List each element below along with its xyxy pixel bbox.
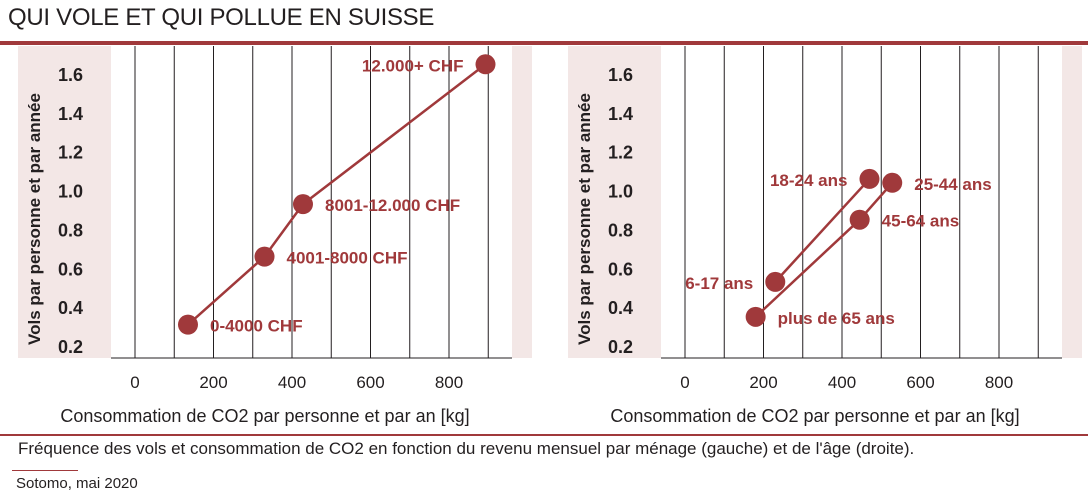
y-tick-label: 0.6 bbox=[608, 259, 633, 279]
data-label: 8001-12.000 CHF bbox=[325, 196, 460, 215]
x-tick-label: 600 bbox=[356, 373, 384, 392]
y-tick-label: 0.8 bbox=[608, 220, 633, 240]
data-label: 25-44 ans bbox=[914, 175, 992, 194]
y-tick-label: 1.2 bbox=[608, 143, 633, 163]
data-point bbox=[849, 209, 870, 230]
source-note: Sotomo, mai 2020 bbox=[16, 475, 138, 492]
band-left bbox=[18, 46, 111, 358]
data-point bbox=[765, 271, 786, 292]
data-label: 18-24 ans bbox=[770, 171, 848, 190]
y-tick-label: 1.6 bbox=[58, 65, 83, 85]
chart-age: 0.2 0.4 0.6 0.8 1.0 1.2 1.4 1.6 0 200 400 600 800 Con… bbox=[568, 46, 1082, 426]
y-tick-label: 1.6 bbox=[608, 65, 633, 85]
x-tick-label: 800 bbox=[435, 373, 463, 392]
y-tick-label: 1.4 bbox=[58, 104, 83, 124]
data-label: 6-17 ans bbox=[685, 274, 753, 293]
data-point bbox=[859, 168, 880, 189]
y-axis-title: Vols par personne et par année bbox=[575, 93, 594, 345]
data-point bbox=[745, 306, 766, 327]
x-tick-label: 800 bbox=[985, 373, 1013, 392]
data-point bbox=[882, 172, 903, 193]
data-point bbox=[475, 54, 496, 75]
band-left bbox=[568, 46, 661, 358]
band-right bbox=[1062, 46, 1082, 358]
y-tick-label: 0.8 bbox=[58, 220, 83, 240]
data-label: 12.000+ CHF bbox=[362, 56, 464, 75]
data-label: 45-64 ans bbox=[882, 212, 960, 231]
data-point bbox=[177, 314, 198, 335]
data-label: plus de 65 ans bbox=[778, 309, 895, 328]
y-tick-label: 1.2 bbox=[58, 143, 83, 163]
y-tick-label: 1.0 bbox=[58, 182, 83, 202]
chart-revenue: 0.2 0.4 0.6 0.8 1.0 1.2 1.4 1.6 0 200 400 600 800 Con… bbox=[18, 46, 532, 426]
x-tick-label: 600 bbox=[906, 373, 934, 392]
x-axis-title: Consommation de CO2 par personne et par … bbox=[610, 406, 1019, 426]
x-tick-label: 0 bbox=[130, 373, 139, 392]
series-line bbox=[774, 178, 871, 283]
y-tick-label: 0.6 bbox=[58, 259, 83, 279]
band-right bbox=[512, 46, 532, 358]
y-tick-label: 1.0 bbox=[608, 182, 633, 202]
y-axis-title: Vols par personne et par année bbox=[25, 93, 44, 345]
y-tick-label: 0.4 bbox=[608, 298, 633, 318]
x-tick-label: 400 bbox=[278, 373, 306, 392]
data-label: 0-4000 CHF bbox=[210, 317, 303, 336]
x-tick-label: 400 bbox=[828, 373, 856, 392]
series-line bbox=[187, 63, 487, 326]
y-tick-label: 0.4 bbox=[58, 298, 83, 318]
x-axis-title: Consommation de CO2 par personne et par … bbox=[60, 406, 469, 426]
source-rule bbox=[12, 470, 78, 471]
x-tick-label: 200 bbox=[199, 373, 227, 392]
x-tick-label: 200 bbox=[749, 373, 777, 392]
data-point bbox=[254, 246, 275, 267]
figure-caption: Fréquence des vols et consommation de CO… bbox=[18, 439, 915, 458]
y-tick-label: 0.2 bbox=[58, 337, 83, 357]
y-tick-label: 0.2 bbox=[608, 337, 633, 357]
caption-rule bbox=[0, 434, 1088, 436]
data-label: 4001-8000 CHF bbox=[287, 249, 408, 268]
title-rule bbox=[0, 41, 1088, 45]
chart-title: QUI VOLE ET QUI POLLUE EN SUISSE bbox=[8, 4, 435, 31]
data-point bbox=[292, 194, 313, 215]
x-tick-label: 0 bbox=[680, 373, 689, 392]
series-line bbox=[754, 181, 894, 318]
y-tick-label: 1.4 bbox=[608, 104, 633, 124]
